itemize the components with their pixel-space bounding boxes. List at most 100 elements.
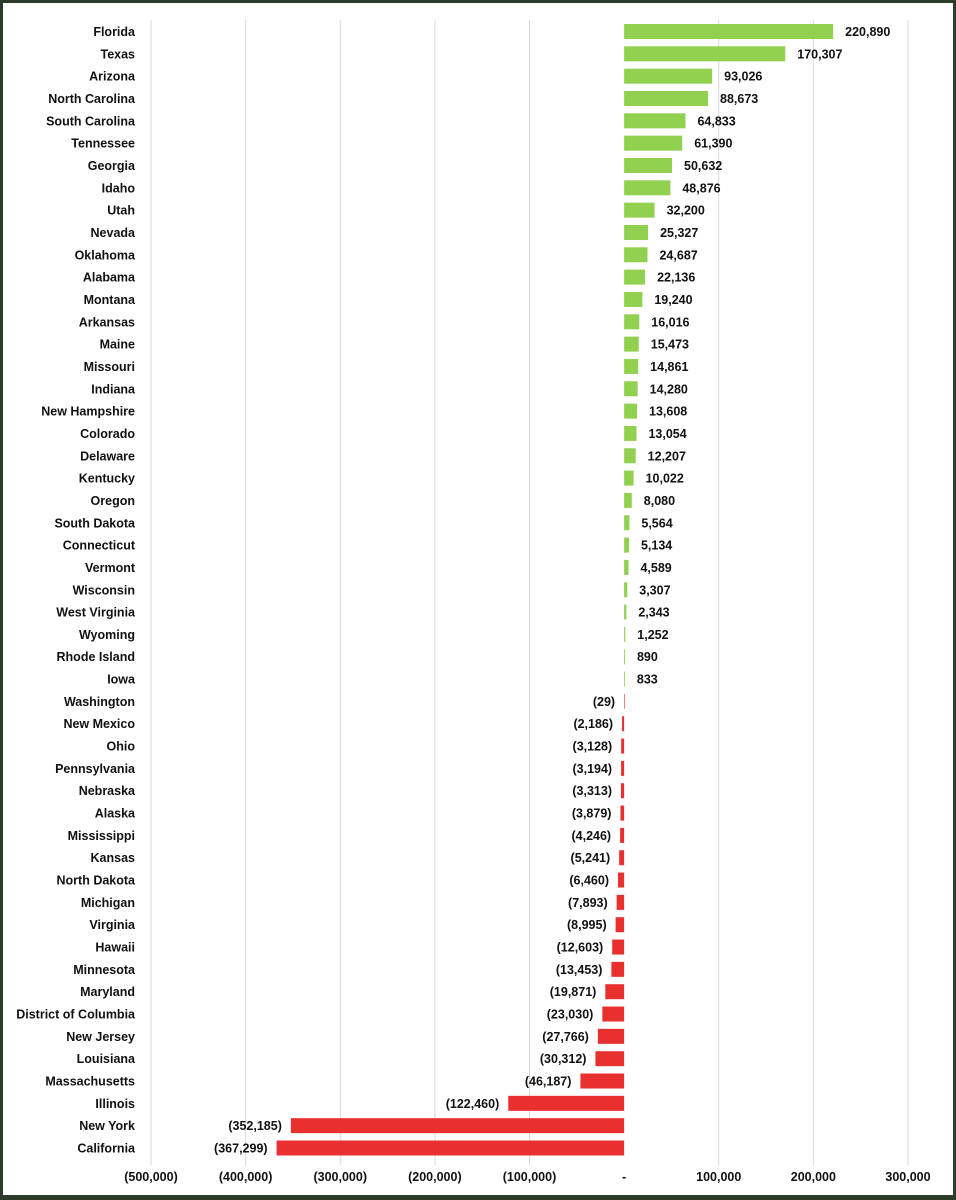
category-label: North Carolina (48, 92, 136, 106)
bar-new-jersey (597, 1028, 625, 1044)
value-label: (6,460) (569, 874, 609, 888)
bar-south-carolina (624, 113, 686, 129)
value-label: 22,136 (657, 271, 695, 285)
value-label: 8,080 (644, 494, 675, 508)
value-label: (46,187) (525, 1075, 572, 1089)
bar-alabama (624, 269, 646, 285)
value-label: (367,299) (214, 1142, 268, 1156)
value-label: 15,473 (651, 338, 689, 352)
value-label: 50,632 (684, 159, 722, 173)
value-label: (23,030) (547, 1008, 594, 1022)
bar-indiana (624, 381, 638, 397)
bar-arizona (624, 68, 713, 84)
category-label: Maryland (80, 985, 135, 999)
x-tick-label: 200,000 (791, 1170, 836, 1184)
category-label: Minnesota (73, 963, 136, 977)
value-label: 19,240 (654, 293, 692, 307)
bar-colorado (624, 425, 637, 441)
x-tick-label: (400,000) (219, 1170, 273, 1184)
value-label: (27,766) (542, 1030, 589, 1044)
value-label: (30,312) (540, 1052, 587, 1066)
value-label: 2,343 (638, 606, 669, 620)
category-labels: Florida Texas Arizona North Carolina South C… (16, 25, 136, 1156)
bar-wisconsin (624, 582, 628, 598)
value-label: 93,026 (724, 70, 762, 84)
category-label: Oklahoma (75, 248, 136, 262)
bar-nebraska (620, 783, 625, 799)
value-label: 1,252 (637, 628, 668, 642)
x-tick-label: (500,000) (124, 1170, 178, 1184)
value-label: 170,307 (797, 47, 842, 61)
value-label: 14,861 (650, 360, 688, 374)
category-label: Illinois (95, 1097, 135, 1111)
value-label: 25,327 (660, 226, 698, 240)
value-label: 890 (637, 650, 658, 664)
bar-georgia (624, 157, 673, 173)
value-label: (29) (593, 695, 615, 709)
bar-illinois (508, 1095, 625, 1111)
value-label: 13,054 (648, 427, 686, 441)
value-label: (12,603) (557, 941, 604, 955)
category-label: Vermont (85, 561, 136, 575)
category-label: Pennsylvania (55, 762, 136, 776)
category-label: Oregon (91, 494, 135, 508)
category-label: Nevada (91, 226, 137, 240)
bar-rhode-island (624, 649, 625, 665)
bar-west-virginia (624, 604, 627, 620)
value-label: 32,200 (667, 204, 705, 218)
chart-frame: Florida Texas Arizona North Carolina South C… (3, 3, 953, 1195)
value-label: 64,833 (697, 114, 735, 128)
value-label: 88,673 (720, 92, 758, 106)
category-label: Rhode Island (57, 650, 135, 664)
value-label: (13,453) (556, 963, 603, 977)
bar-delaware (624, 448, 636, 464)
bar-missouri (624, 358, 639, 374)
value-label: (3,313) (572, 784, 612, 798)
category-label: Florida (93, 25, 136, 39)
value-label: (122,460) (446, 1097, 500, 1111)
category-label: California (77, 1142, 136, 1156)
bar-district-of-columbia (602, 1006, 625, 1022)
value-label: 48,876 (682, 181, 720, 195)
bar-washington (624, 693, 625, 709)
x-tick-label: (100,000) (503, 1170, 557, 1184)
value-label: 220,890 (845, 25, 890, 39)
category-label: Kansas (91, 851, 136, 865)
category-label: Mississippi (68, 829, 135, 843)
category-label: Washington (64, 695, 135, 709)
category-label: Ohio (107, 740, 136, 754)
bars (276, 24, 834, 1156)
category-label: New Mexico (63, 717, 135, 731)
bar-kansas (619, 850, 625, 866)
bar-florida (624, 24, 834, 39)
value-label: 5,564 (641, 516, 672, 530)
x-tick-label: 100,000 (696, 1170, 741, 1184)
bar-wyoming (624, 626, 626, 642)
bar-california (276, 1140, 625, 1156)
x-tick-label: 300,000 (885, 1170, 930, 1184)
x-tick-label: - (622, 1170, 626, 1184)
bar-maine (624, 336, 639, 352)
category-label: Nebraska (79, 784, 136, 798)
bar-north-dakota (618, 872, 625, 888)
x-tick-label: (300,000) (313, 1170, 367, 1184)
category-label: Hawaii (95, 941, 135, 955)
bar-idaho (624, 180, 671, 196)
category-label: District of Columbia (16, 1008, 136, 1022)
value-label: 16,016 (651, 315, 689, 329)
category-label: Maine (100, 338, 135, 352)
category-label: Iowa (107, 673, 136, 687)
category-label: South Carolina (46, 114, 136, 128)
bar-texas (624, 46, 786, 62)
bar-virginia (615, 917, 625, 933)
category-label: New York (79, 1119, 135, 1133)
value-label: (8,995) (567, 918, 607, 932)
category-label: Virginia (89, 918, 136, 932)
bar-oregon (624, 492, 632, 508)
x-axis-tick-labels: (500,000) (400,000) (300,000) (200,000) (100… (124, 1170, 930, 1184)
value-label: (7,893) (568, 896, 608, 910)
value-label: 3,307 (639, 583, 670, 597)
value-label: (4,246) (571, 829, 611, 843)
value-label: 13,608 (649, 405, 687, 419)
